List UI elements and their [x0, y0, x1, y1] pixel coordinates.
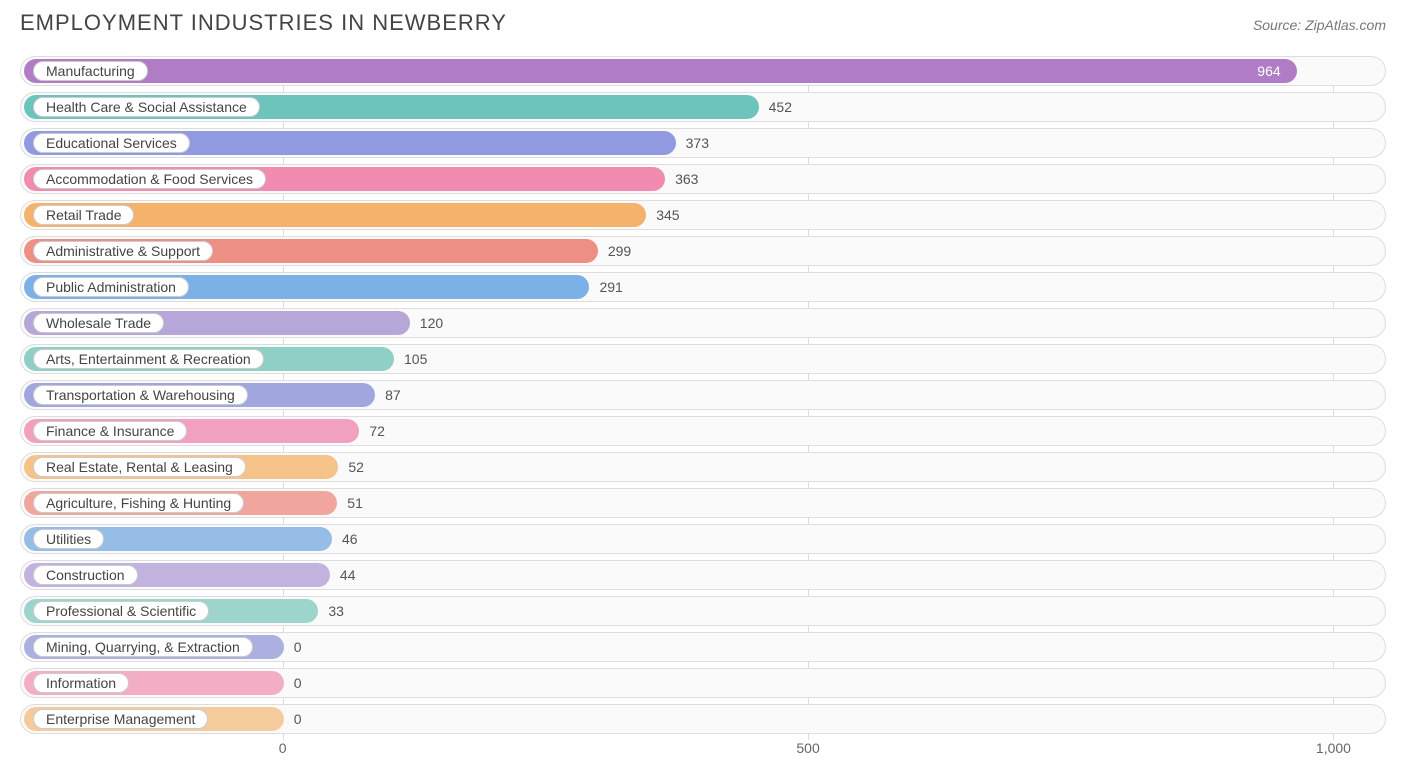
- bar-value: 363: [675, 171, 698, 187]
- bar-row: Health Care & Social Assistance 452: [20, 92, 1386, 122]
- bar-label: Enterprise Management: [33, 709, 208, 729]
- bar-label: Accommodation & Food Services: [33, 169, 266, 189]
- chart-area: Manufacturing 964 Health Care & Social Ass…: [20, 56, 1386, 756]
- bar-label: Wholesale Trade: [33, 313, 164, 333]
- bar-label: Retail Trade: [33, 205, 134, 225]
- bar-label: Real Estate, Rental & Leasing: [33, 457, 246, 477]
- bar-row: Finance & Insurance 72: [20, 416, 1386, 446]
- bar-label: Health Care & Social Assistance: [33, 97, 260, 117]
- bar-row: Administrative & Support 299: [20, 236, 1386, 266]
- bar-value: 44: [340, 567, 356, 583]
- bar-value: 964: [1257, 63, 1280, 79]
- bar-label: Mining, Quarrying, & Extraction: [33, 637, 253, 657]
- bar: [24, 59, 1297, 83]
- bar-label: Administrative & Support: [33, 241, 213, 261]
- bar-label: Agriculture, Fishing & Hunting: [33, 493, 244, 513]
- bar-row: Real Estate, Rental & Leasing 52: [20, 452, 1386, 482]
- bar-value: 51: [347, 495, 363, 511]
- bar-row: Mining, Quarrying, & Extraction 0: [20, 632, 1386, 662]
- bar-value: 72: [369, 423, 385, 439]
- bar-label: Professional & Scientific: [33, 601, 209, 621]
- bar-value: 0: [294, 639, 302, 655]
- bar-value: 373: [686, 135, 709, 151]
- bar-row: Accommodation & Food Services 363: [20, 164, 1386, 194]
- bar-value: 345: [656, 207, 679, 223]
- bar-label: Finance & Insurance: [33, 421, 187, 441]
- bar-row: Retail Trade 345: [20, 200, 1386, 230]
- bar-row: Construction 44: [20, 560, 1386, 590]
- bar-value: 105: [404, 351, 427, 367]
- bar-value: 46: [342, 531, 358, 547]
- bars-container: Manufacturing 964 Health Care & Social Ass…: [20, 56, 1386, 734]
- bar-value: 299: [608, 243, 631, 259]
- bar-label: Information: [33, 673, 129, 693]
- bar-label: Transportation & Warehousing: [33, 385, 248, 405]
- bar-label: Arts, Entertainment & Recreation: [33, 349, 264, 369]
- chart-header: EMPLOYMENT INDUSTRIES IN NEWBERRY Source…: [20, 10, 1386, 36]
- bar-value: 52: [348, 459, 364, 475]
- axis-labels: 0 500 1,000: [20, 740, 1386, 760]
- bar-row: Professional & Scientific 33: [20, 596, 1386, 626]
- bar-label: Educational Services: [33, 133, 190, 153]
- bar-row: Agriculture, Fishing & Hunting 51: [20, 488, 1386, 518]
- chart-source: Source: ZipAtlas.com: [1253, 17, 1386, 33]
- bar-row: Utilities 46: [20, 524, 1386, 554]
- bar-row: Public Administration 291: [20, 272, 1386, 302]
- bar-label: Utilities: [33, 529, 104, 549]
- bar-row: Wholesale Trade 120: [20, 308, 1386, 338]
- axis-tick-label: 1,000: [1316, 740, 1351, 756]
- bar-value: 0: [294, 675, 302, 691]
- bar-label: Manufacturing: [33, 61, 148, 81]
- bar-label: Construction: [33, 565, 138, 585]
- bar-value: 33: [328, 603, 344, 619]
- axis-tick-label: 500: [796, 740, 819, 756]
- bar-row: Information 0: [20, 668, 1386, 698]
- bar-row: Transportation & Warehousing 87: [20, 380, 1386, 410]
- bar-row: Educational Services 373: [20, 128, 1386, 158]
- bar-value: 291: [599, 279, 622, 295]
- bar-value: 452: [769, 99, 792, 115]
- axis-tick-label: 0: [279, 740, 287, 756]
- bar-value: 120: [420, 315, 443, 331]
- bar-label: Public Administration: [33, 277, 189, 297]
- bar-row: Manufacturing 964: [20, 56, 1386, 86]
- bar-row: Enterprise Management 0: [20, 704, 1386, 734]
- bar-row: Arts, Entertainment & Recreation 105: [20, 344, 1386, 374]
- chart-title: EMPLOYMENT INDUSTRIES IN NEWBERRY: [20, 10, 507, 36]
- bar-value: 87: [385, 387, 401, 403]
- bar-value: 0: [294, 711, 302, 727]
